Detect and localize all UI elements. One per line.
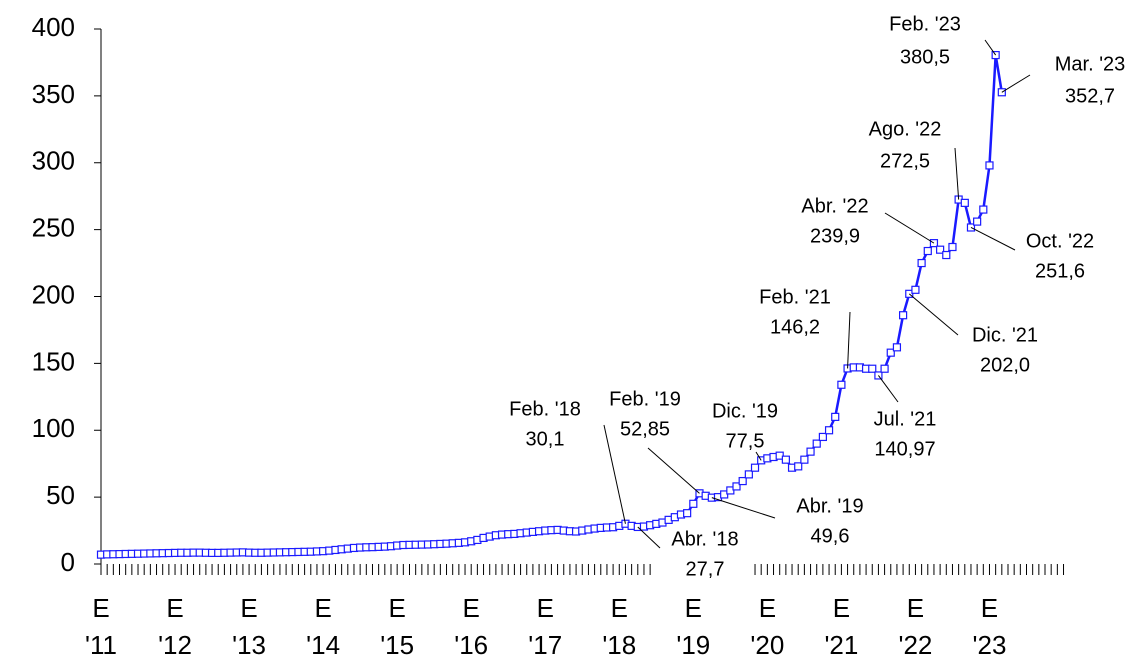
x-tick-label: E '21 bbox=[824, 593, 859, 660]
marker bbox=[880, 364, 889, 373]
x-tick-label: E '18 bbox=[602, 593, 637, 660]
marker bbox=[794, 462, 803, 471]
callout bbox=[711, 497, 776, 519]
marker bbox=[732, 482, 741, 491]
marker bbox=[868, 364, 877, 373]
marker bbox=[898, 311, 908, 320]
y-tick-label: 0 bbox=[61, 547, 75, 577]
callout bbox=[647, 447, 700, 494]
callout bbox=[954, 147, 960, 200]
value-label: 352,7 bbox=[1065, 85, 1115, 107]
y-tick-label: 150 bbox=[32, 346, 75, 376]
x-tick-label: E '12 bbox=[158, 593, 192, 660]
point-label: Jul. '21 bbox=[874, 408, 937, 430]
value-label: 30,1 bbox=[526, 428, 565, 450]
marker bbox=[806, 447, 815, 456]
y-tick-label: 50 bbox=[46, 480, 75, 510]
line bbox=[100, 54, 1004, 556]
value-label: 140,97 bbox=[874, 438, 935, 460]
marker bbox=[738, 476, 747, 486]
marker bbox=[781, 455, 790, 464]
point-label: Ago. '22 bbox=[869, 118, 942, 140]
x-tick-label: E '22 bbox=[898, 593, 933, 660]
point-label: Feb. '21 bbox=[759, 286, 831, 308]
marker bbox=[936, 245, 945, 254]
marker bbox=[948, 242, 957, 252]
value-label: 52,85 bbox=[620, 418, 670, 440]
callout bbox=[908, 293, 959, 336]
marker bbox=[942, 250, 951, 260]
value-label: 239,9 bbox=[810, 225, 860, 247]
x-tick-label: E '19 bbox=[676, 593, 711, 660]
callout bbox=[847, 311, 851, 369]
callout bbox=[970, 227, 1016, 251]
marker bbox=[917, 258, 926, 268]
marker bbox=[960, 198, 969, 207]
value-label: 27,7 bbox=[686, 558, 725, 580]
marker bbox=[800, 455, 809, 464]
value-label: 146,2 bbox=[770, 316, 820, 338]
y-tick-label: 250 bbox=[32, 213, 75, 243]
marker bbox=[973, 217, 982, 226]
x-tick-label: E '17 bbox=[528, 593, 563, 660]
marker bbox=[985, 161, 994, 170]
value-label: 251,6 bbox=[1035, 260, 1085, 282]
marker bbox=[689, 499, 698, 508]
x-tick-label: E '15 bbox=[380, 593, 415, 660]
y-tick-label: 200 bbox=[32, 279, 75, 309]
marker bbox=[812, 439, 821, 448]
marker bbox=[683, 509, 692, 518]
point-label: Feb. '19 bbox=[609, 388, 681, 410]
value-label: 202,0 bbox=[980, 354, 1030, 376]
marker bbox=[837, 380, 846, 389]
marker bbox=[831, 412, 840, 421]
marker bbox=[911, 285, 920, 294]
callout bbox=[984, 39, 997, 56]
point-label: Abr. '18 bbox=[671, 528, 738, 550]
x-tick-label: E '16 bbox=[454, 593, 489, 660]
point-label: Dic. '19 bbox=[712, 400, 778, 422]
point-label: Abr. '22 bbox=[801, 195, 868, 217]
y-tick-label: 300 bbox=[32, 146, 75, 176]
y-tick-label: 100 bbox=[32, 413, 75, 443]
marker bbox=[744, 470, 753, 479]
x-tick-label: E '14 bbox=[306, 593, 341, 660]
callout bbox=[1001, 74, 1031, 93]
y-tick-label: 350 bbox=[32, 79, 75, 109]
x-tick-label: E '20 bbox=[750, 593, 785, 660]
point-label: Feb. '23 bbox=[889, 13, 961, 35]
marker bbox=[824, 426, 834, 435]
point-label: Mar. '23 bbox=[1055, 53, 1126, 75]
callout bbox=[884, 212, 935, 244]
x-tick-label: E '23 bbox=[972, 593, 1007, 660]
value-label: 272,5 bbox=[880, 150, 930, 172]
y-tick-label: 400 bbox=[32, 12, 75, 42]
point-label: Dic. '21 bbox=[972, 324, 1038, 346]
callout bbox=[878, 375, 899, 403]
marker bbox=[818, 432, 827, 442]
callout bbox=[755, 451, 762, 461]
value-label: 380,5 bbox=[900, 46, 950, 68]
marker bbox=[892, 343, 902, 352]
value-label: 77,5 bbox=[726, 430, 765, 452]
x-tick-label: E '13 bbox=[232, 593, 267, 660]
marker bbox=[979, 205, 988, 214]
marker bbox=[923, 246, 932, 256]
x-tick-label: E '11 bbox=[85, 593, 117, 660]
marker bbox=[750, 463, 760, 472]
point-label: Oct. '22 bbox=[1026, 230, 1094, 252]
point-label: Abr. '19 bbox=[796, 495, 863, 517]
marker bbox=[886, 348, 895, 357]
value-label: 49,6 bbox=[811, 525, 850, 547]
callout bbox=[637, 526, 661, 549]
callout bbox=[603, 424, 626, 524]
point-label: Feb. '18 bbox=[509, 398, 581, 420]
